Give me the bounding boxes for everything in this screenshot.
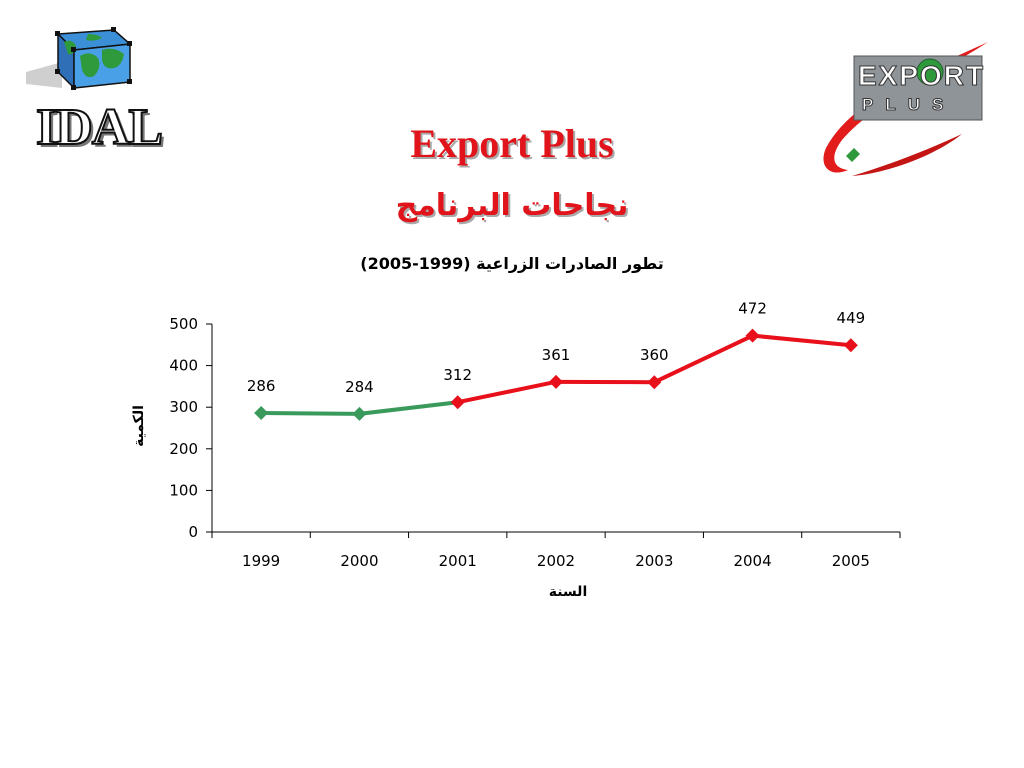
data-label: 312 (443, 366, 472, 384)
data-label: 284 (345, 378, 374, 396)
line-segment (750, 333, 853, 348)
idal-logo: IDAL (22, 22, 164, 162)
data-label: 361 (542, 346, 571, 364)
x-tick-label: 1999 (242, 552, 280, 570)
x-tick-label: 2004 (733, 552, 771, 570)
y-ticks: 0 100 200 300 400 500 (169, 315, 212, 541)
y-tick-label: 400 (169, 357, 198, 375)
x-tick-label: 2000 (340, 552, 378, 570)
data-point-marker (352, 406, 367, 421)
series-segments (259, 333, 853, 416)
y-tick-label: 200 (169, 440, 198, 458)
y-tick-label: 300 (169, 398, 198, 416)
series-markers (254, 328, 858, 421)
x-axis-label: السنة (549, 584, 588, 600)
globe-cube-icon (26, 27, 132, 90)
swoosh-icon (823, 42, 988, 176)
page-subtitle: نجاحات البرنامج (395, 188, 629, 223)
data-label: 449 (837, 309, 866, 327)
x-tick-label: 2003 (635, 552, 673, 570)
y-axis-label: الكمية (131, 405, 147, 447)
data-point-marker (647, 375, 662, 390)
data-point-marker (450, 395, 465, 410)
export-plus-logo-line2: PLUS (862, 95, 956, 114)
y-tick-label: 500 (169, 315, 198, 333)
chart-title: تطور الصادرات الزراعية (1999-2005) (360, 254, 664, 273)
chart-axes (211, 324, 900, 533)
data-point-marker (254, 406, 269, 421)
y-tick-label: 0 (188, 523, 198, 541)
line-segment (455, 379, 558, 405)
data-label: 472 (738, 300, 767, 318)
data-labels: 286 284 312 361 360 472 449 (247, 300, 865, 396)
data-point-marker (843, 338, 858, 353)
x-tick-label: 2005 (832, 552, 870, 570)
line-segment (357, 400, 460, 416)
data-point-marker (745, 328, 760, 343)
idal-logo-text: IDAL (35, 99, 164, 156)
line-segment (652, 333, 755, 385)
page-title: Export Plus (410, 121, 614, 166)
y-tick-label: 100 (169, 481, 198, 499)
line-segment (259, 411, 362, 416)
x-tick-label: 2001 (439, 552, 477, 570)
data-label: 286 (247, 377, 276, 395)
data-label: 360 (640, 346, 669, 364)
x-ticks: 1999 2000 2001 2002 2003 2004 2005 (211, 532, 901, 570)
export-plus-logo: EXPORT PLUS (812, 38, 992, 183)
data-point-marker (549, 374, 563, 389)
export-plus-logo-line1: EXPORT (858, 60, 986, 91)
x-tick-label: 2002 (537, 552, 575, 570)
